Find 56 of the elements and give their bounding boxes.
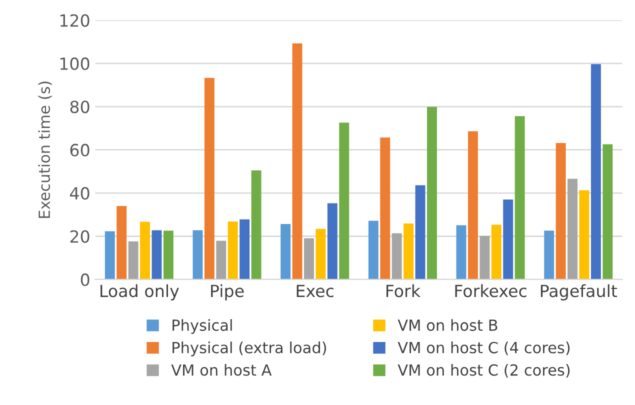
x-tick-label: Forkexec — [455, 284, 526, 298]
y-tick-label: 60 — [70, 144, 90, 156]
y-tick-label: 40 — [70, 187, 90, 200]
bar — [556, 142, 566, 280]
y-tick-label: 100 — [60, 57, 90, 70]
bar — [427, 106, 437, 280]
x-tick-label: Exec — [296, 284, 334, 298]
bar — [304, 238, 314, 280]
bar — [192, 230, 203, 280]
bar — [392, 233, 402, 280]
bar — [128, 241, 138, 280]
bar — [579, 190, 590, 280]
x-tick-label: Pagefault — [540, 284, 618, 300]
legend-label: Physical (extra load) — [172, 342, 326, 356]
x-tick-label: Fork — [386, 284, 420, 298]
bar — [280, 224, 291, 280]
legend-label: VM on host A — [171, 364, 272, 376]
bar — [415, 185, 426, 280]
bar — [316, 228, 326, 280]
x-tick-label: Load only — [100, 284, 179, 300]
bar — [590, 64, 601, 280]
bar — [204, 78, 214, 280]
bar — [568, 178, 578, 280]
bar — [456, 225, 466, 280]
bar — [104, 231, 115, 280]
y-axis-title: Execution time (s) — [38, 82, 52, 218]
bar — [404, 224, 414, 280]
bar — [152, 230, 162, 280]
bar — [216, 240, 226, 280]
bar — [240, 219, 250, 280]
legend-label: Physical — [172, 319, 232, 334]
bar — [116, 206, 127, 280]
bar — [292, 43, 302, 280]
bar — [602, 144, 613, 280]
y-tick-label: 0 — [80, 273, 90, 286]
bar — [380, 138, 390, 280]
y-tick-label: 20 — [70, 230, 90, 243]
bar — [339, 122, 350, 280]
legend-label: VM on host B — [398, 319, 498, 331]
legend-label: VM on host C (2 cores) — [398, 364, 570, 378]
bar — [491, 224, 502, 280]
y-tick-label: 120 — [60, 14, 90, 27]
bar — [368, 220, 378, 280]
bar — [327, 203, 338, 280]
bar — [468, 131, 478, 280]
bar — [480, 236, 490, 280]
y-tick-label: 80 — [70, 100, 90, 114]
bar — [503, 200, 514, 280]
bar — [228, 222, 238, 280]
legend-label: VM on host C (4 cores) — [398, 342, 570, 356]
bar — [514, 116, 525, 280]
bar — [544, 230, 554, 280]
bar — [163, 230, 174, 280]
bar — [251, 170, 262, 280]
bar — [140, 222, 150, 280]
x-tick-label: Pipe — [211, 284, 244, 300]
